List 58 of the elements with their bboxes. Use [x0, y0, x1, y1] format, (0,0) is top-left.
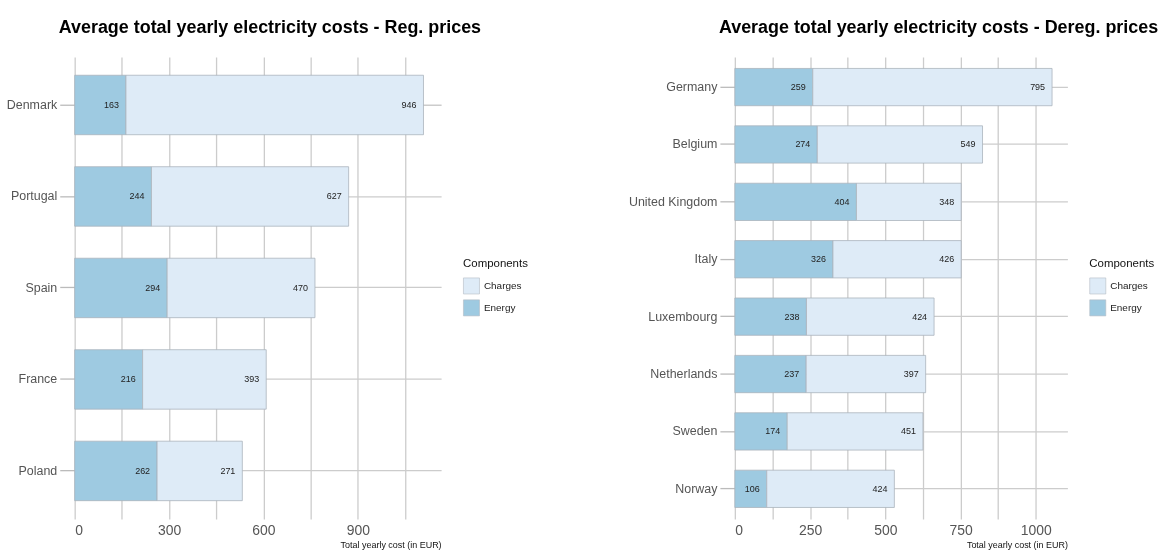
- data-label: 237: [784, 369, 800, 380]
- data-label: 795: [1030, 82, 1046, 93]
- y-tick-label: Germany: [666, 80, 719, 95]
- data-label: 259: [790, 82, 806, 93]
- chart-title: Average total yearly electricity costs - Dereg. prices: [718, 17, 1159, 38]
- data-label: 470: [293, 282, 309, 293]
- legend-title: Components: [463, 257, 529, 270]
- legend-label: Charges: [1110, 279, 1148, 291]
- x-tick-label: 0: [75, 522, 84, 539]
- x-tick-label: 500: [874, 522, 898, 539]
- data-label: 271: [220, 465, 236, 476]
- data-label: 294: [145, 282, 161, 293]
- data-label: 106: [744, 483, 760, 494]
- y-tick-label: France: [18, 372, 58, 387]
- legend-title: Components: [1089, 257, 1155, 270]
- y-tick-label: Spain: [25, 280, 58, 295]
- x-tick-label: 900: [346, 522, 371, 539]
- y-tick-label: Denmark: [6, 97, 59, 112]
- data-label: 262: [135, 465, 151, 476]
- x-tick-label: 0: [735, 522, 744, 539]
- x-tick-label: 600: [252, 522, 276, 539]
- y-tick-label: United Kingdom: [628, 194, 718, 209]
- y-tick-label: Netherlands: [650, 367, 718, 382]
- data-label: 451: [901, 426, 916, 437]
- x-tick-label: 250: [798, 522, 823, 539]
- data-label: 946: [401, 99, 417, 110]
- data-label: 326: [811, 254, 826, 265]
- chart-title: Average total yearly electricity costs - Reg. prices: [58, 17, 482, 38]
- legend-label: Energy: [483, 301, 516, 313]
- data-label: 348: [939, 196, 955, 207]
- x-axis-title: Total yearly cost (in EUR): [966, 540, 1068, 551]
- y-tick-label: Portugal: [10, 189, 58, 204]
- y-tick-label: Sweden: [672, 424, 718, 439]
- data-label: 244: [129, 191, 145, 202]
- y-tick-label: Norway: [675, 481, 719, 496]
- data-label: 549: [960, 139, 976, 150]
- data-label: 163: [104, 99, 119, 110]
- data-label: 238: [784, 311, 800, 322]
- data-label: 424: [872, 483, 888, 494]
- x-axis-title: Total yearly cost (in EUR): [340, 540, 442, 551]
- data-label: 216: [120, 374, 136, 385]
- data-label: 174: [765, 426, 781, 437]
- data-label: 274: [795, 139, 811, 150]
- legend-label: Energy: [1110, 301, 1142, 313]
- x-tick-label: 300: [157, 522, 182, 539]
- y-tick-label: Luxembourg: [648, 309, 718, 324]
- data-label: 627: [326, 191, 342, 202]
- legend-label: Charges: [483, 279, 522, 291]
- y-tick-label: Poland: [18, 463, 58, 478]
- y-tick-label: Italy: [694, 252, 719, 267]
- data-label: 404: [834, 196, 850, 207]
- data-label: 397: [903, 369, 919, 380]
- data-label: 393: [244, 374, 260, 385]
- x-tick-label: 1000: [1020, 522, 1053, 539]
- data-label: 426: [939, 254, 955, 265]
- data-label: 424: [912, 311, 928, 322]
- x-tick-label: 750: [949, 522, 973, 539]
- y-tick-label: Belgium: [672, 137, 718, 152]
